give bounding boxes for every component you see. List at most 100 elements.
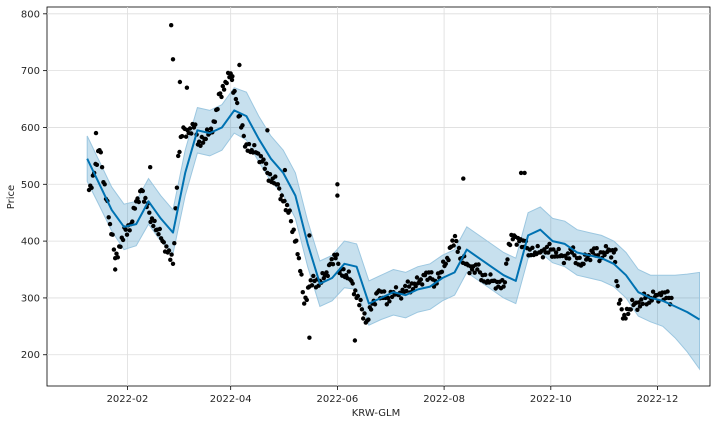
observed-point <box>450 238 455 243</box>
observed-point <box>110 232 115 237</box>
observed-point <box>346 269 351 274</box>
observed-point <box>341 267 346 272</box>
x-axis-title: KRW-GLM <box>352 408 401 419</box>
observed-point <box>246 141 252 147</box>
observed-point <box>300 290 305 295</box>
observed-point <box>540 255 546 260</box>
observed-point <box>282 198 287 204</box>
observed-point <box>161 240 166 245</box>
observed-point <box>476 262 481 267</box>
observed-point <box>456 245 462 251</box>
observed-spike-point <box>113 267 118 272</box>
observed-point <box>501 284 506 289</box>
observed-point <box>309 283 315 288</box>
x-tick-label: 2022-12 <box>637 394 679 405</box>
observed-spike-point <box>177 79 183 85</box>
observed-point <box>547 241 552 247</box>
observed-point <box>263 161 269 166</box>
observed-point <box>200 140 206 145</box>
observed-spike-point <box>461 176 466 181</box>
observed-point <box>368 307 374 312</box>
observed-point <box>98 150 104 155</box>
observed-point <box>567 256 572 261</box>
observed-point <box>569 250 574 255</box>
observed-point <box>602 252 607 258</box>
observed-point <box>157 226 162 232</box>
x-tick-label: 2022-02 <box>107 394 149 405</box>
observed-point <box>439 269 445 274</box>
x-tick-label: 2022-08 <box>423 394 465 405</box>
observed-point <box>483 272 488 277</box>
observed-point <box>361 316 366 321</box>
observed-spike-point <box>148 165 153 170</box>
observed-point <box>556 246 561 252</box>
observed-point <box>189 131 194 136</box>
observed-point <box>577 255 582 260</box>
observed-point <box>639 297 644 302</box>
observed-point <box>296 256 302 261</box>
observed-point <box>622 312 627 318</box>
observed-point <box>614 279 619 284</box>
observed-point <box>372 302 378 307</box>
observed-point <box>393 285 399 290</box>
observed-point <box>174 185 180 190</box>
observed-point <box>143 195 148 201</box>
observed-point <box>597 258 602 264</box>
observed-point <box>114 251 119 256</box>
x-tick-label: 2022-06 <box>316 394 358 405</box>
observed-point <box>140 188 145 194</box>
observed-point <box>406 284 412 289</box>
observed-point <box>302 301 307 306</box>
observed-point <box>273 174 278 179</box>
observed-point <box>333 256 338 261</box>
observed-point <box>219 94 224 100</box>
observed-point <box>350 281 355 286</box>
observed-point <box>240 123 245 128</box>
observed-point <box>287 208 292 213</box>
observed-point <box>626 311 631 317</box>
observed-point <box>551 247 556 252</box>
observed-point <box>385 295 391 301</box>
axes: 2022-02 2022-04 2022-06 2022-08 2022-10 2022-… <box>21 9 679 405</box>
observed-point <box>488 272 493 277</box>
observed-point <box>124 232 130 237</box>
observed-point <box>298 268 303 274</box>
observed-point <box>590 250 595 255</box>
observed-point <box>197 139 202 144</box>
y-tick-label: 300 <box>21 293 40 304</box>
observed-point <box>561 260 567 266</box>
observed-point <box>232 88 237 94</box>
observed-point <box>619 307 624 312</box>
observed-point <box>475 267 480 272</box>
observed-point <box>107 221 113 227</box>
observed-point <box>291 227 296 232</box>
observed-point <box>288 219 294 224</box>
observed-point <box>224 80 229 86</box>
observed-point <box>123 227 128 232</box>
observed-point <box>176 153 181 159</box>
observed-point <box>630 297 635 303</box>
observed-point <box>546 250 551 255</box>
observed-point <box>241 133 246 139</box>
observed-point <box>277 186 282 191</box>
observed-spike-point <box>307 233 312 238</box>
observed-point <box>169 252 174 257</box>
observed-point <box>403 283 408 289</box>
observed-point <box>452 233 458 239</box>
observed-point <box>183 134 189 139</box>
observed-point <box>351 292 357 297</box>
observed-point <box>221 87 227 92</box>
observed-point <box>130 219 135 224</box>
x-tick-label: 2022-10 <box>530 394 572 405</box>
forecast-yhat-line <box>86 109 701 321</box>
observed-point <box>311 273 316 279</box>
observed-point <box>252 143 257 148</box>
observed-point <box>261 157 266 162</box>
observed-point <box>295 252 300 257</box>
observed-point <box>581 261 586 267</box>
observed-point <box>502 280 508 285</box>
observed-point <box>204 127 210 132</box>
observed-point <box>384 302 389 307</box>
observed-point <box>151 223 156 229</box>
